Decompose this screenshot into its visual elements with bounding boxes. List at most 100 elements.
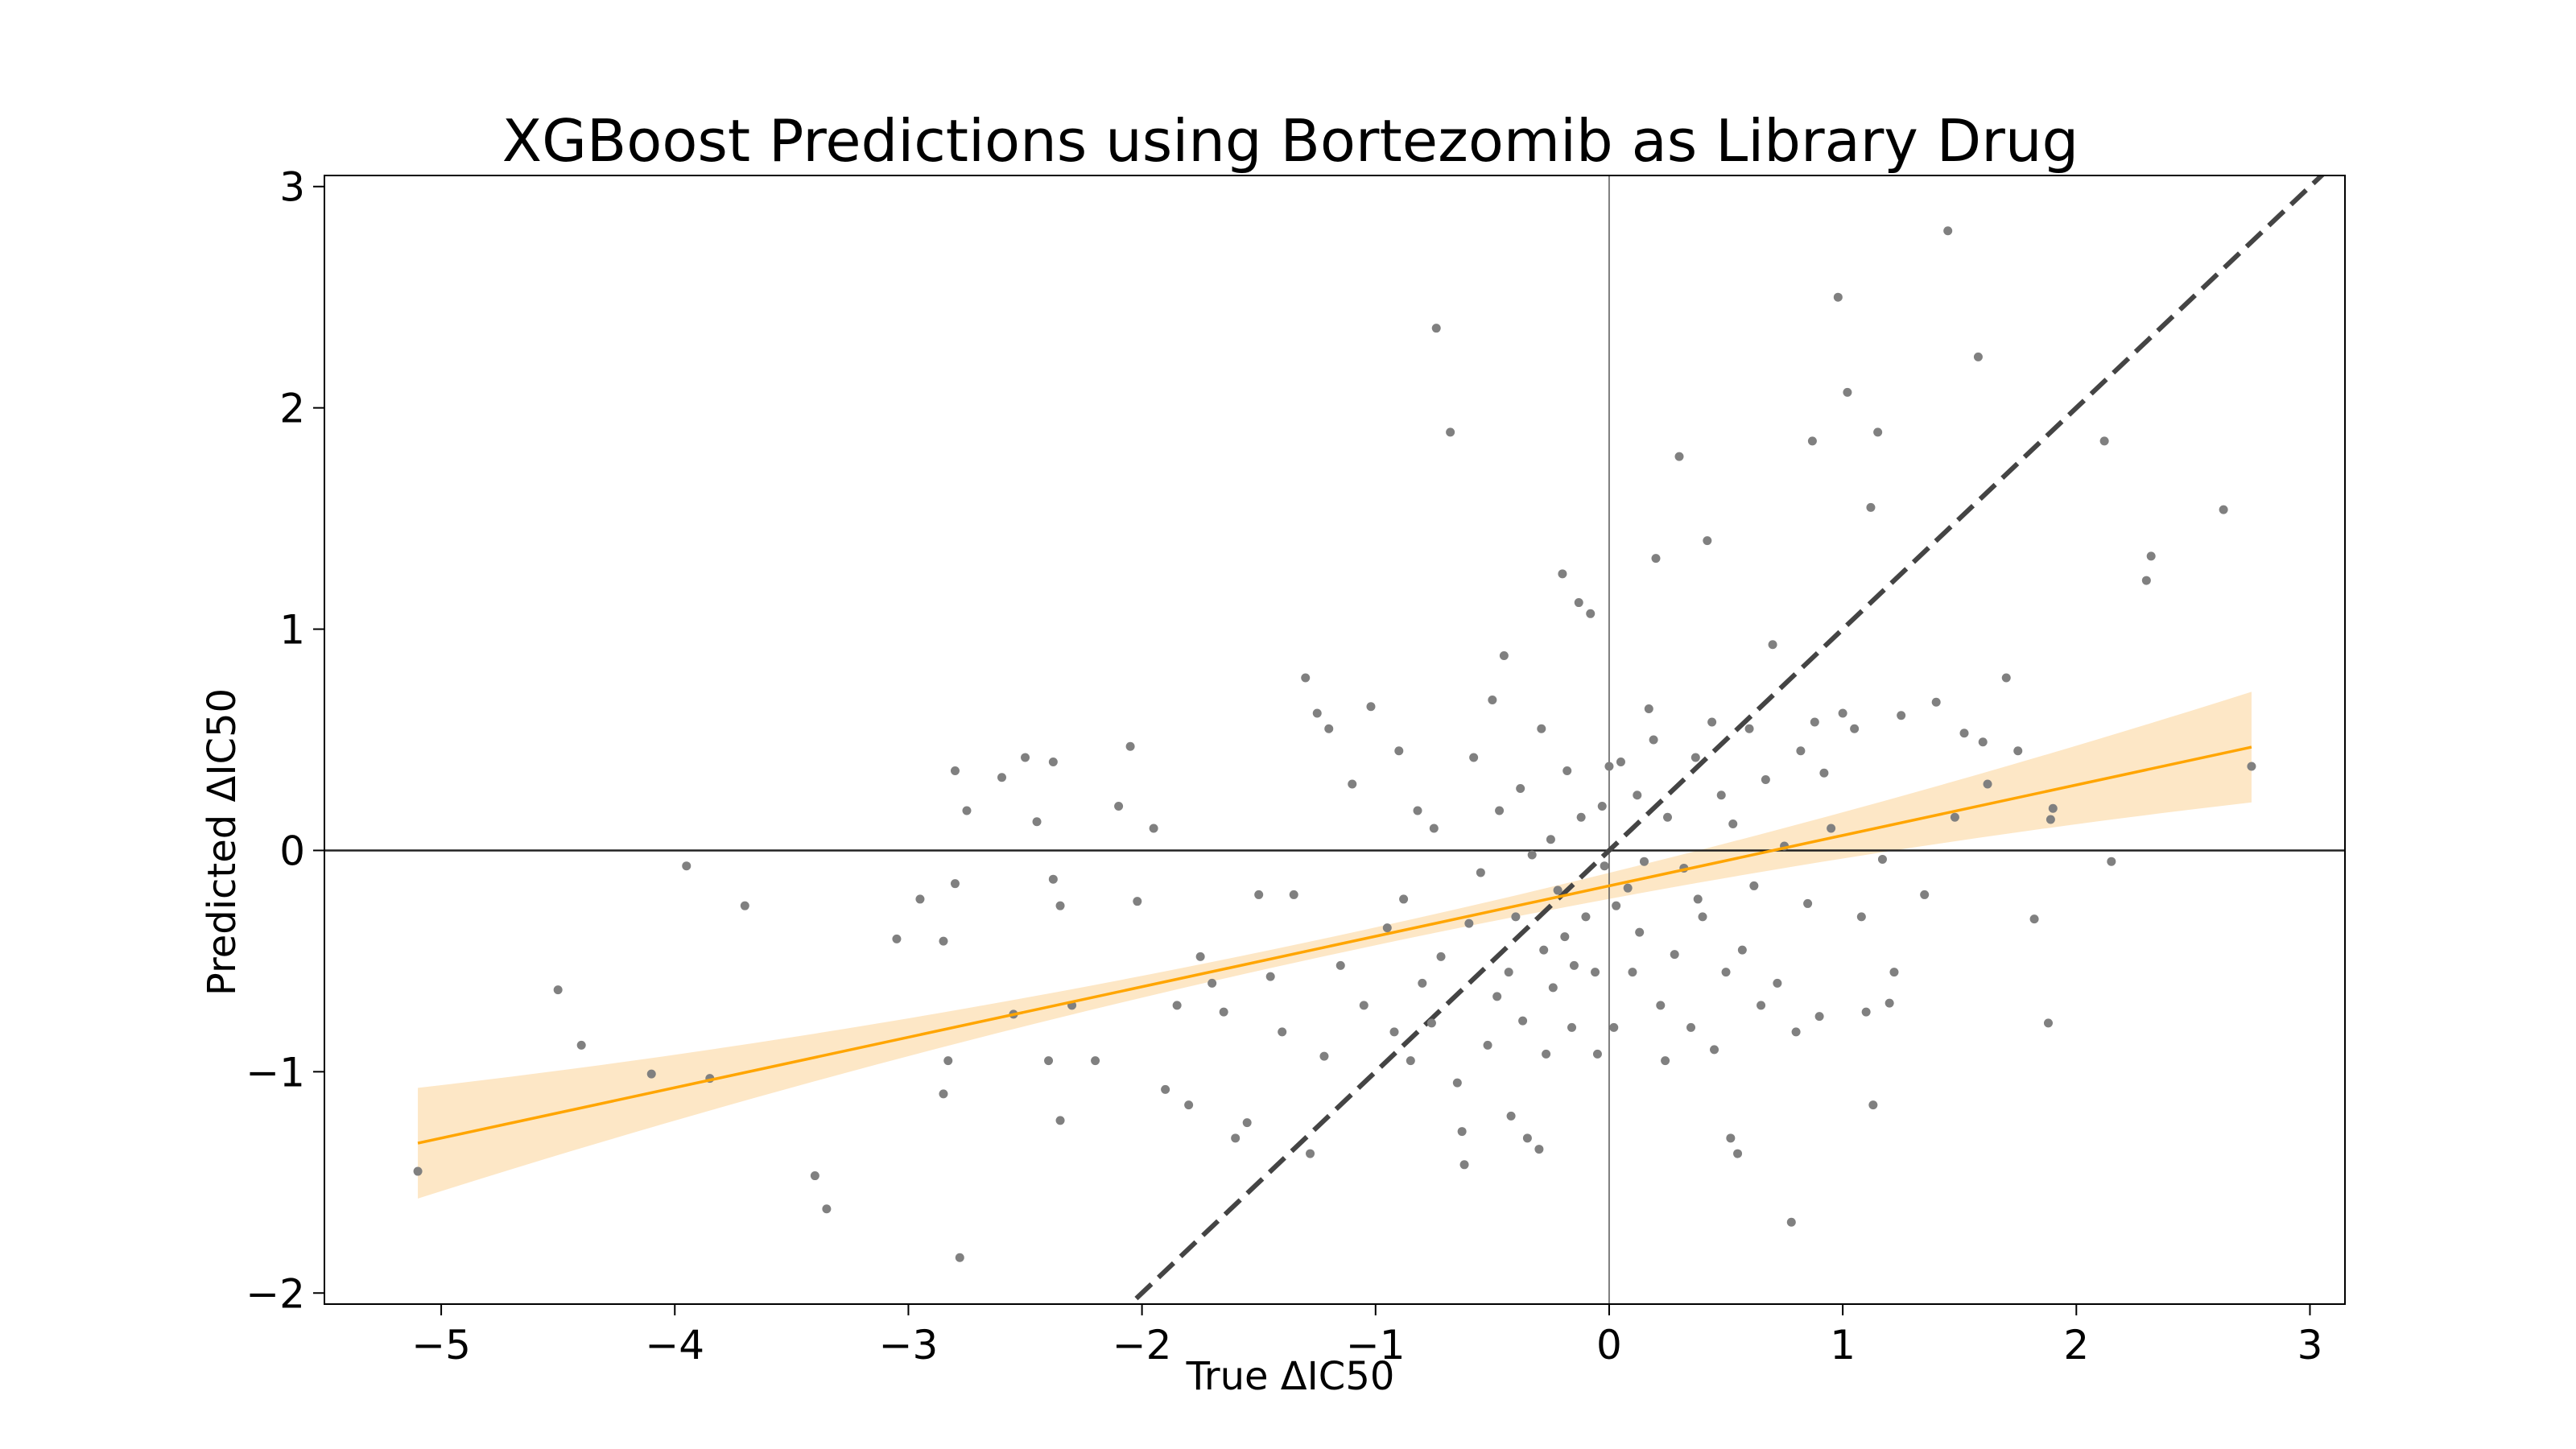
data-point [740, 901, 749, 910]
data-point [1560, 932, 1570, 942]
data-point [1791, 1027, 1801, 1037]
data-point [1021, 753, 1030, 762]
data-point [1499, 651, 1509, 661]
plot-area: −5 −4 −3 −2 −1 0 1 2 3 −2 −1 0 1 2 3 [246, 164, 2346, 1368]
data-point [1406, 1056, 1415, 1066]
data-point [1516, 783, 1525, 793]
data-point [1744, 724, 1754, 733]
data-point [1483, 1040, 1492, 1050]
data-point [822, 1204, 832, 1214]
x-axis-label: True ΔIC50 [1186, 1354, 1395, 1399]
data-point [1873, 427, 1883, 437]
data-point [1301, 673, 1311, 683]
data-point [1592, 1049, 1602, 1059]
data-point [1431, 324, 1441, 333]
data-point [1856, 912, 1866, 922]
data-point [1254, 890, 1264, 899]
data-point [1833, 292, 1843, 302]
data-point [939, 936, 948, 946]
data-point [1172, 1001, 1182, 1010]
data-point [1546, 835, 1555, 844]
data-point [1819, 768, 1829, 778]
data-point [1553, 886, 1563, 895]
y-tick-label: −2 [246, 1270, 305, 1317]
data-point [1289, 890, 1298, 899]
data-point [646, 1069, 656, 1079]
data-point [1495, 806, 1505, 815]
data-point [1348, 779, 1357, 789]
data-point [1586, 609, 1596, 618]
data-point [1569, 960, 1579, 970]
data-point [576, 1040, 586, 1050]
data-point [1359, 1001, 1368, 1010]
plot-frame [324, 175, 2346, 1305]
data-point [1184, 1100, 1194, 1110]
data-point [1399, 894, 1409, 904]
data-point [1522, 1133, 1532, 1143]
data-point [1628, 968, 1637, 977]
data-point [1394, 746, 1404, 756]
data-point [1306, 1149, 1315, 1158]
data-point [1737, 945, 1747, 955]
data-point [2247, 762, 2256, 771]
identity-dashed-line [1126, 175, 2326, 1304]
chart-title: XGBoost Predictions using Bortezomib as … [502, 107, 2079, 175]
data-point [1693, 894, 1703, 904]
data-point [553, 985, 563, 995]
data-point [1889, 968, 1899, 977]
data-point [1978, 737, 1988, 747]
data-point [1459, 1160, 1469, 1170]
data-point [1413, 806, 1422, 815]
data-point [1698, 912, 1707, 922]
x-tick-label: 0 [1596, 1322, 1622, 1368]
y-axis-label: Predicted ΔIC50 [200, 688, 245, 996]
y-tick-label: 1 [279, 607, 305, 654]
plot-clip-group [324, 175, 2345, 1304]
data-point [2219, 505, 2228, 514]
data-point [1452, 1078, 1462, 1088]
data-point [1710, 1045, 1719, 1055]
data-point [1335, 960, 1345, 970]
data-point [1091, 1056, 1100, 1066]
data-point [2029, 914, 2039, 924]
data-point [1574, 598, 1583, 608]
data-point [1504, 968, 1513, 977]
data-point [1943, 226, 1953, 236]
data-point [892, 934, 902, 943]
data-point [1616, 757, 1625, 766]
data-point [1055, 901, 1065, 910]
data-point [2013, 746, 2023, 756]
data-point [1661, 1056, 1670, 1066]
data-point [1656, 1001, 1666, 1010]
x-tick-label: −2 [1113, 1322, 1172, 1368]
data-point [1814, 1012, 1824, 1022]
data-point [1635, 927, 1645, 937]
data-point [1773, 978, 1782, 988]
data-point [962, 806, 972, 815]
x-tick-label: 1 [1830, 1322, 1856, 1368]
data-point [1114, 801, 1124, 811]
data-point [955, 1253, 964, 1262]
data-point [1464, 919, 1474, 928]
data-point [1567, 1022, 1577, 1032]
data-point [1651, 554, 1661, 564]
data-point [1973, 352, 1983, 361]
data-point [1866, 502, 1876, 512]
data-point [1242, 1118, 1252, 1128]
data-point [2043, 1018, 2053, 1028]
data-point [915, 894, 925, 904]
data-point [1733, 1149, 1743, 1158]
data-point [1436, 952, 1446, 961]
data-point [1591, 968, 1600, 977]
data-point [1161, 1084, 1170, 1094]
data-point [1807, 436, 1817, 446]
data-point [810, 1171, 819, 1181]
data-point [1885, 998, 1894, 1008]
data-point [1032, 817, 1042, 827]
data-point [1649, 735, 1658, 745]
data-point [1639, 857, 1649, 866]
x-tick-label: −3 [879, 1322, 939, 1368]
data-point [2048, 803, 2058, 813]
data-point [950, 766, 960, 775]
data-point [1838, 708, 1847, 718]
